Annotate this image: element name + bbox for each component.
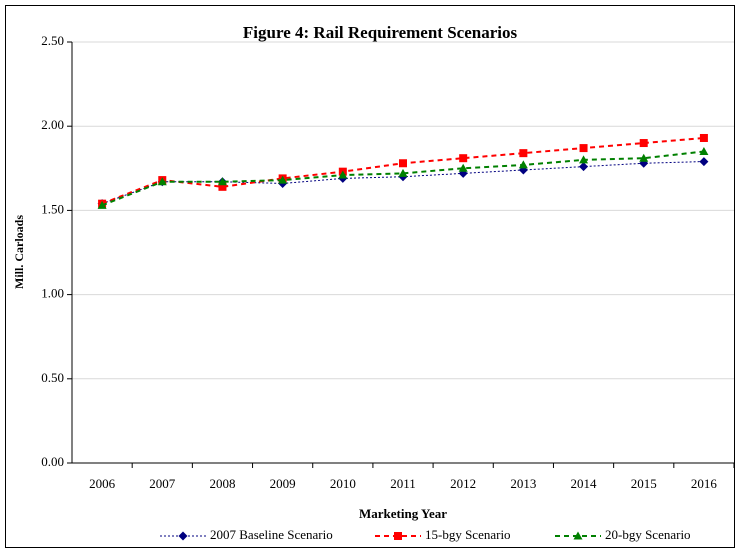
data-point [217,177,227,186]
x-tick-label: 2008 [209,476,235,491]
data-point [579,155,589,164]
y-tick-label: 1.50 [41,201,64,216]
y-tick-label: 0.50 [41,370,64,385]
x-tick-label: 2014 [571,476,598,491]
y-tick-label: 2.50 [41,33,64,48]
x-tick-label: 2007 [149,476,176,491]
x-tick-label: 2011 [390,476,416,491]
data-point [278,175,288,184]
data-point [699,146,709,155]
x-tick-label: 2010 [330,476,356,491]
chart-border [5,5,735,548]
data-point [398,168,408,177]
legend-label: 15-bgy Scenario [425,527,511,542]
data-point [97,200,107,209]
legend-label: 2007 Baseline Scenario [210,527,333,542]
data-point [579,144,588,153]
data-point [458,163,468,172]
x-tick-label: 2012 [450,476,476,491]
data-point [459,154,468,163]
legend-label: 20-bgy Scenario [605,527,691,542]
x-tick-label: 2009 [270,476,296,491]
data-point [699,133,708,142]
y-axis-label: Mill. Carloads [12,215,26,289]
x-tick-label: 2006 [89,476,116,491]
legend-marker [573,531,583,540]
data-point [399,159,407,168]
x-tick-label: 2016 [691,476,718,491]
legend-marker [394,532,402,540]
x-tick-label: 2015 [631,476,657,491]
data-point [579,162,589,172]
series-line [101,150,705,207]
data-point [518,160,528,169]
data-point [519,149,528,158]
y-tick-label: 2.00 [41,117,64,132]
data-point [699,157,709,167]
x-tick-label: 2013 [510,476,536,491]
data-point [218,182,227,191]
y-tick-label: 0.00 [41,454,64,469]
x-axis-label: Marketing Year [359,506,447,521]
data-point [639,139,648,148]
data-point [639,153,649,162]
legend-marker [178,531,188,541]
chart-title: Figure 4: Rail Requirement Scenarios [243,23,518,42]
y-tick-label: 1.00 [41,286,64,301]
data-point [157,177,167,186]
data-point [338,170,348,179]
